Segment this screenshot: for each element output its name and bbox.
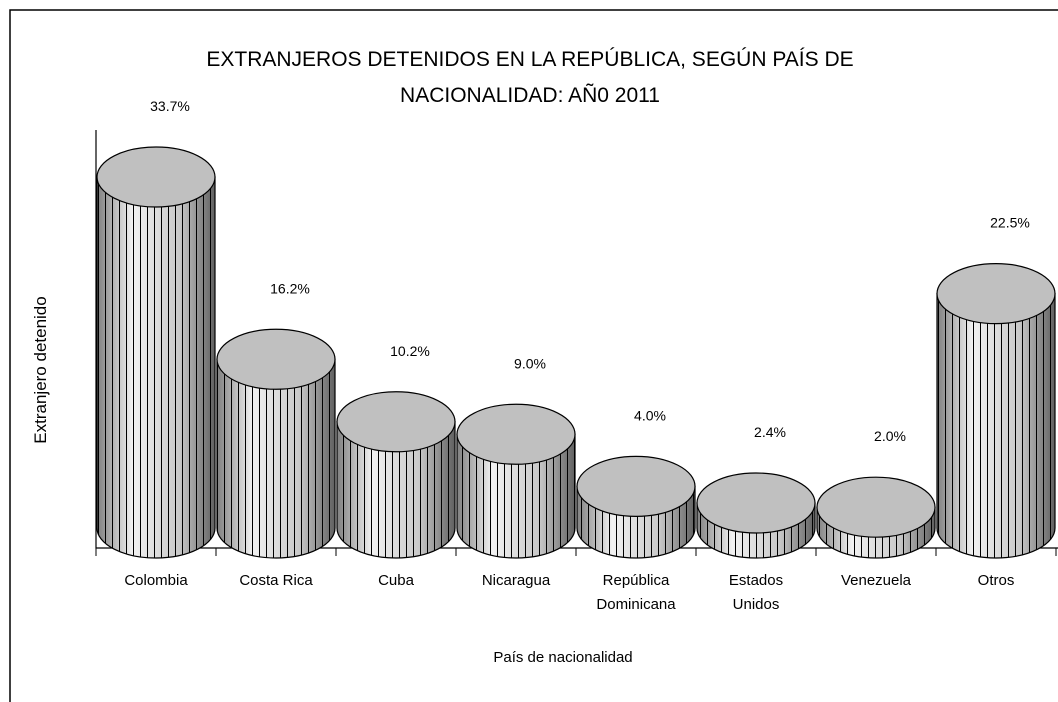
bar-stripes: [216, 358, 336, 559]
value-label: 4.0%: [634, 407, 666, 423]
bar: [576, 455, 696, 559]
x-axis-label: País de nacionalidad: [493, 649, 632, 666]
x-tick-label: Venezuela: [841, 572, 912, 589]
frame: [9, 9, 1058, 702]
bar: [456, 403, 576, 559]
bar-stripes: [936, 293, 1056, 559]
bar-top: [816, 476, 936, 538]
bar: [936, 263, 1056, 559]
value-label: 2.0%: [874, 428, 906, 444]
bar: [216, 328, 336, 559]
x-tick-label: Estados Unidos: [729, 572, 783, 613]
value-label: 33.7%: [150, 98, 190, 114]
bar-top: [456, 403, 576, 465]
bar-stripes: [336, 421, 456, 559]
bar: [816, 476, 936, 559]
x-tick-label: República Dominicana: [596, 572, 676, 613]
value-label: 9.0%: [514, 355, 546, 371]
y-axis-label: Extranjero detenido: [31, 296, 50, 443]
bar: [336, 391, 456, 559]
bar-top: [696, 472, 816, 534]
bar-stripes: [456, 433, 576, 559]
value-label: 10.2%: [390, 343, 430, 359]
value-label: 22.5%: [990, 215, 1030, 231]
bar-stripes: [96, 176, 216, 559]
x-tick-label: Colombia: [124, 572, 188, 589]
x-tick-label: Costa Rica: [239, 572, 313, 589]
x-tick-label: Cuba: [378, 572, 415, 589]
x-tick-label: Otros: [978, 572, 1015, 589]
bar-top: [336, 391, 456, 453]
bar-top: [216, 328, 336, 390]
bar-top: [936, 263, 1056, 325]
bar-top: [96, 146, 216, 208]
value-label: 16.2%: [270, 280, 310, 296]
bar: [96, 146, 216, 559]
bar: [696, 472, 816, 559]
x-tick-label: Nicaragua: [482, 572, 551, 589]
chart-title: EXTRANJEROS DETENIDOS EN LA REPÚBLICA, S…: [206, 48, 853, 107]
value-label: 2.4%: [754, 424, 786, 440]
bar-top: [576, 455, 696, 517]
